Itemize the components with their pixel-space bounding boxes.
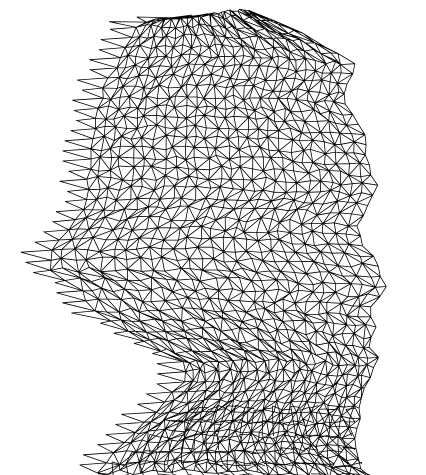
mesh-wireframe-edges [50,8,387,475]
mesh-back-sawtooth-edge [20,16,186,474]
mesh-neck-edges [97,404,371,475]
